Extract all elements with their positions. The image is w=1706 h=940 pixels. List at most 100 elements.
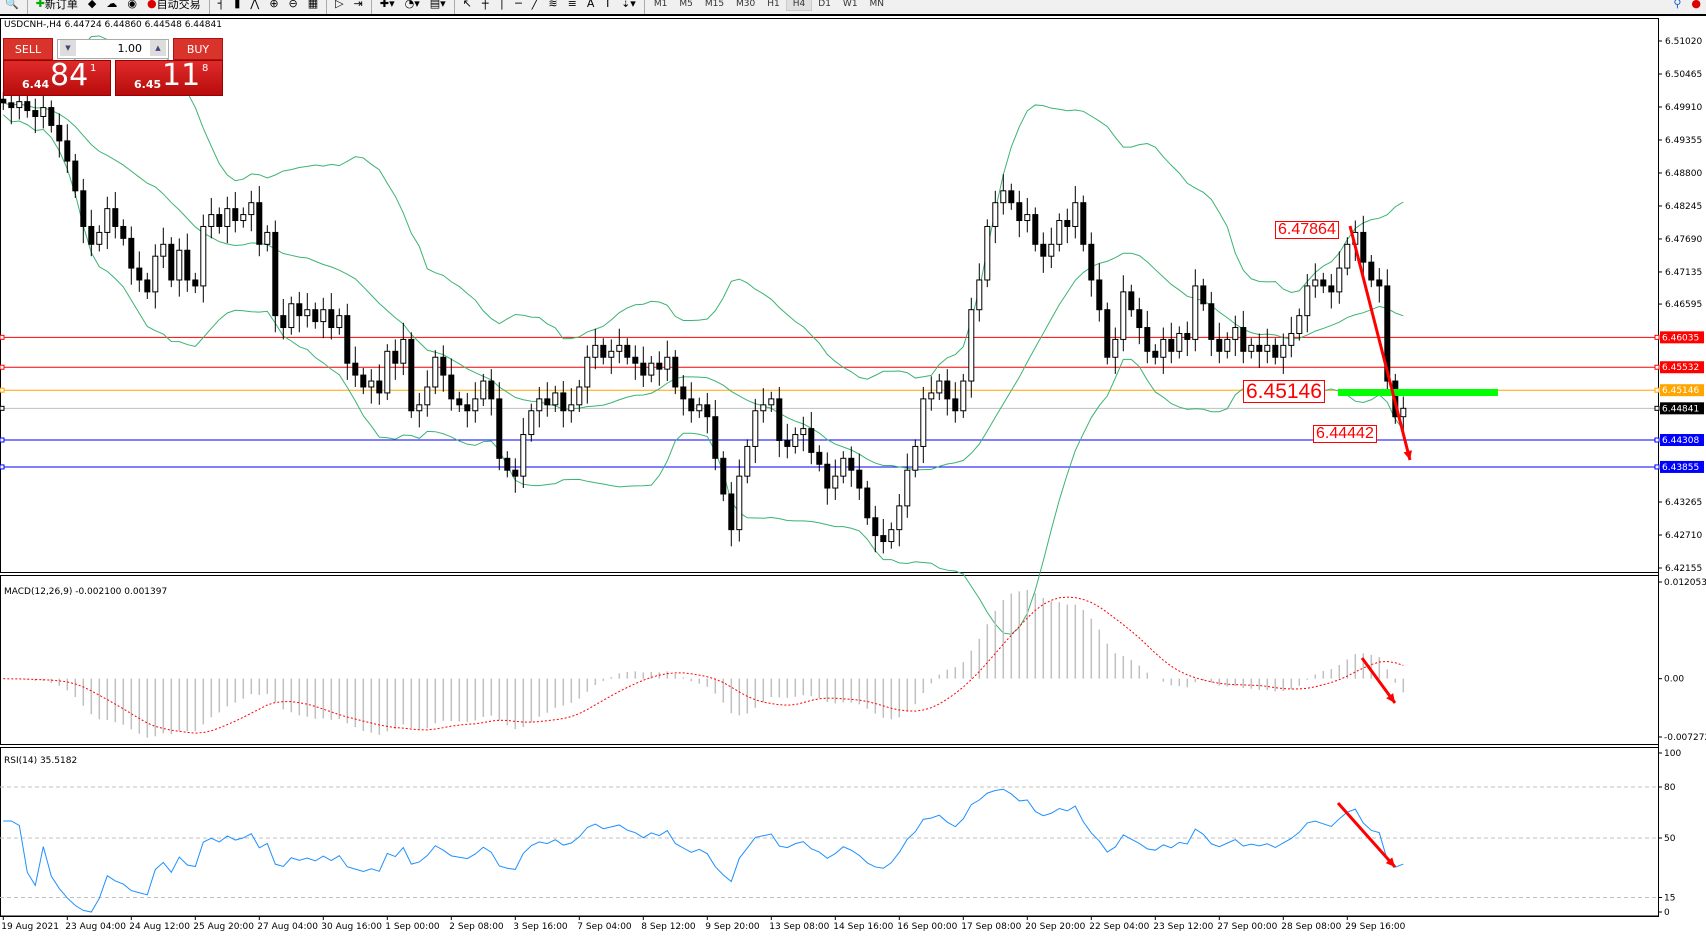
candle[interactable] [784, 423, 791, 459]
candle[interactable] [1328, 274, 1335, 309]
candle[interactable] [992, 190, 999, 244]
candle[interactable] [568, 388, 575, 423]
candle[interactable] [872, 505, 879, 553]
candle[interactable] [528, 403, 535, 442]
candle[interactable] [72, 153, 79, 198]
trendline-icon[interactable]: ╱ [531, 0, 539, 10]
candle[interactable] [848, 446, 855, 487]
candle[interactable] [552, 385, 559, 412]
candle[interactable] [8, 90, 15, 125]
candle[interactable] [168, 237, 175, 288]
candle[interactable] [752, 398, 759, 464]
candle[interactable] [504, 451, 511, 478]
zoom-out-icon[interactable]: ⊖ [288, 0, 298, 10]
candle[interactable] [1248, 338, 1255, 359]
candle[interactable] [280, 299, 287, 340]
candle[interactable] [704, 392, 711, 434]
low-price-label[interactable]: 6.44442 [1313, 425, 1377, 443]
vertical-line-icon[interactable]: │ [498, 0, 506, 10]
tile-windows-icon[interactable]: ▦ [307, 0, 319, 10]
candle[interactable] [120, 219, 127, 246]
line-handle[interactable] [0, 464, 5, 470]
candle[interactable] [1048, 227, 1055, 269]
candle[interactable] [688, 382, 695, 423]
candle[interactable] [320, 297, 327, 339]
candle[interactable] [1168, 322, 1175, 364]
candle[interactable] [448, 358, 455, 411]
lot-size-input[interactable]: 1.00 [57, 39, 169, 59]
candle[interactable] [856, 453, 863, 500]
candle[interactable] [440, 345, 447, 392]
candle[interactable] [648, 356, 655, 383]
timeframe-d1[interactable]: D1 [818, 0, 831, 9]
candle[interactable] [256, 186, 263, 257]
candle[interactable] [800, 416, 807, 452]
candle[interactable] [1304, 274, 1311, 333]
fibonacci-icon[interactable]: ≡ [567, 0, 577, 10]
candle[interactable] [880, 518, 887, 554]
candle[interactable] [40, 90, 47, 129]
search-icon[interactable]: 🔍 [5, 0, 19, 10]
candle[interactable] [184, 233, 191, 292]
candle[interactable] [1336, 251, 1343, 304]
timeframe-m15[interactable]: M15 [704, 0, 725, 9]
candle[interactable] [1056, 213, 1063, 252]
candle[interactable] [1320, 272, 1327, 294]
candle[interactable] [1360, 215, 1367, 275]
candle[interactable] [984, 219, 991, 288]
timeframe-h1[interactable]: H1 [767, 0, 780, 9]
candle[interactable] [1080, 195, 1087, 252]
candle[interactable] [600, 338, 607, 365]
candle[interactable] [200, 214, 207, 303]
candle[interactable] [768, 391, 775, 412]
candle[interactable] [720, 451, 727, 502]
candle[interactable] [616, 328, 623, 364]
candle[interactable] [536, 386, 543, 428]
candle[interactable] [592, 328, 599, 370]
candle[interactable] [1008, 183, 1015, 210]
candle[interactable] [832, 459, 839, 500]
candle[interactable] [416, 392, 423, 428]
candle[interactable] [496, 382, 503, 471]
candle[interactable] [632, 345, 639, 380]
candle[interactable] [904, 453, 911, 518]
candle[interactable] [1032, 207, 1039, 252]
candle[interactable] [176, 238, 183, 297]
candle[interactable] [112, 191, 119, 239]
candle[interactable] [248, 190, 255, 232]
line-handle[interactable] [0, 437, 5, 443]
ask-price[interactable]: 6.45 11 8 [115, 58, 223, 96]
data-window-icon[interactable]: ☁ [106, 0, 118, 10]
crosshair-icon[interactable]: ┼ [481, 0, 489, 10]
lot-increase-button[interactable]: ▲ [150, 40, 166, 56]
candle[interactable] [312, 302, 319, 329]
candle[interactable] [288, 296, 295, 335]
candle[interactable] [1184, 321, 1191, 357]
chart-area[interactable]: 6.51020 6.50465 6.49910 6.49355 6.48800 6.482… [0, 18, 1706, 940]
candle[interactable] [952, 382, 959, 423]
candle[interactable] [696, 397, 703, 418]
line-handle[interactable] [1654, 334, 1660, 340]
periods-icon[interactable]: ◔▾ [404, 0, 420, 10]
timeframe-w1[interactable]: W1 [842, 0, 858, 9]
candle[interactable] [1128, 284, 1135, 317]
line-handle[interactable] [0, 387, 5, 393]
candle[interactable] [1088, 232, 1095, 297]
candle[interactable] [624, 338, 631, 365]
line-handle[interactable] [1654, 387, 1660, 393]
candle[interactable] [1312, 263, 1319, 298]
new-order-button[interactable]: ✚ 新订单 [31, 0, 83, 11]
candle[interactable] [792, 427, 799, 454]
candle[interactable] [760, 388, 767, 423]
candle[interactable] [488, 369, 495, 416]
candle[interactable] [56, 113, 63, 158]
buy-button[interactable]: BUY [173, 38, 223, 60]
candle[interactable] [144, 272, 151, 300]
candle[interactable] [408, 332, 415, 418]
candle[interactable] [432, 350, 439, 395]
candle[interactable] [1280, 333, 1287, 374]
candle[interactable] [1120, 275, 1127, 352]
candle[interactable] [544, 382, 551, 417]
timeframe-m30[interactable]: M30 [736, 0, 756, 9]
equidistant-channel-icon[interactable]: ≋ [548, 0, 558, 10]
